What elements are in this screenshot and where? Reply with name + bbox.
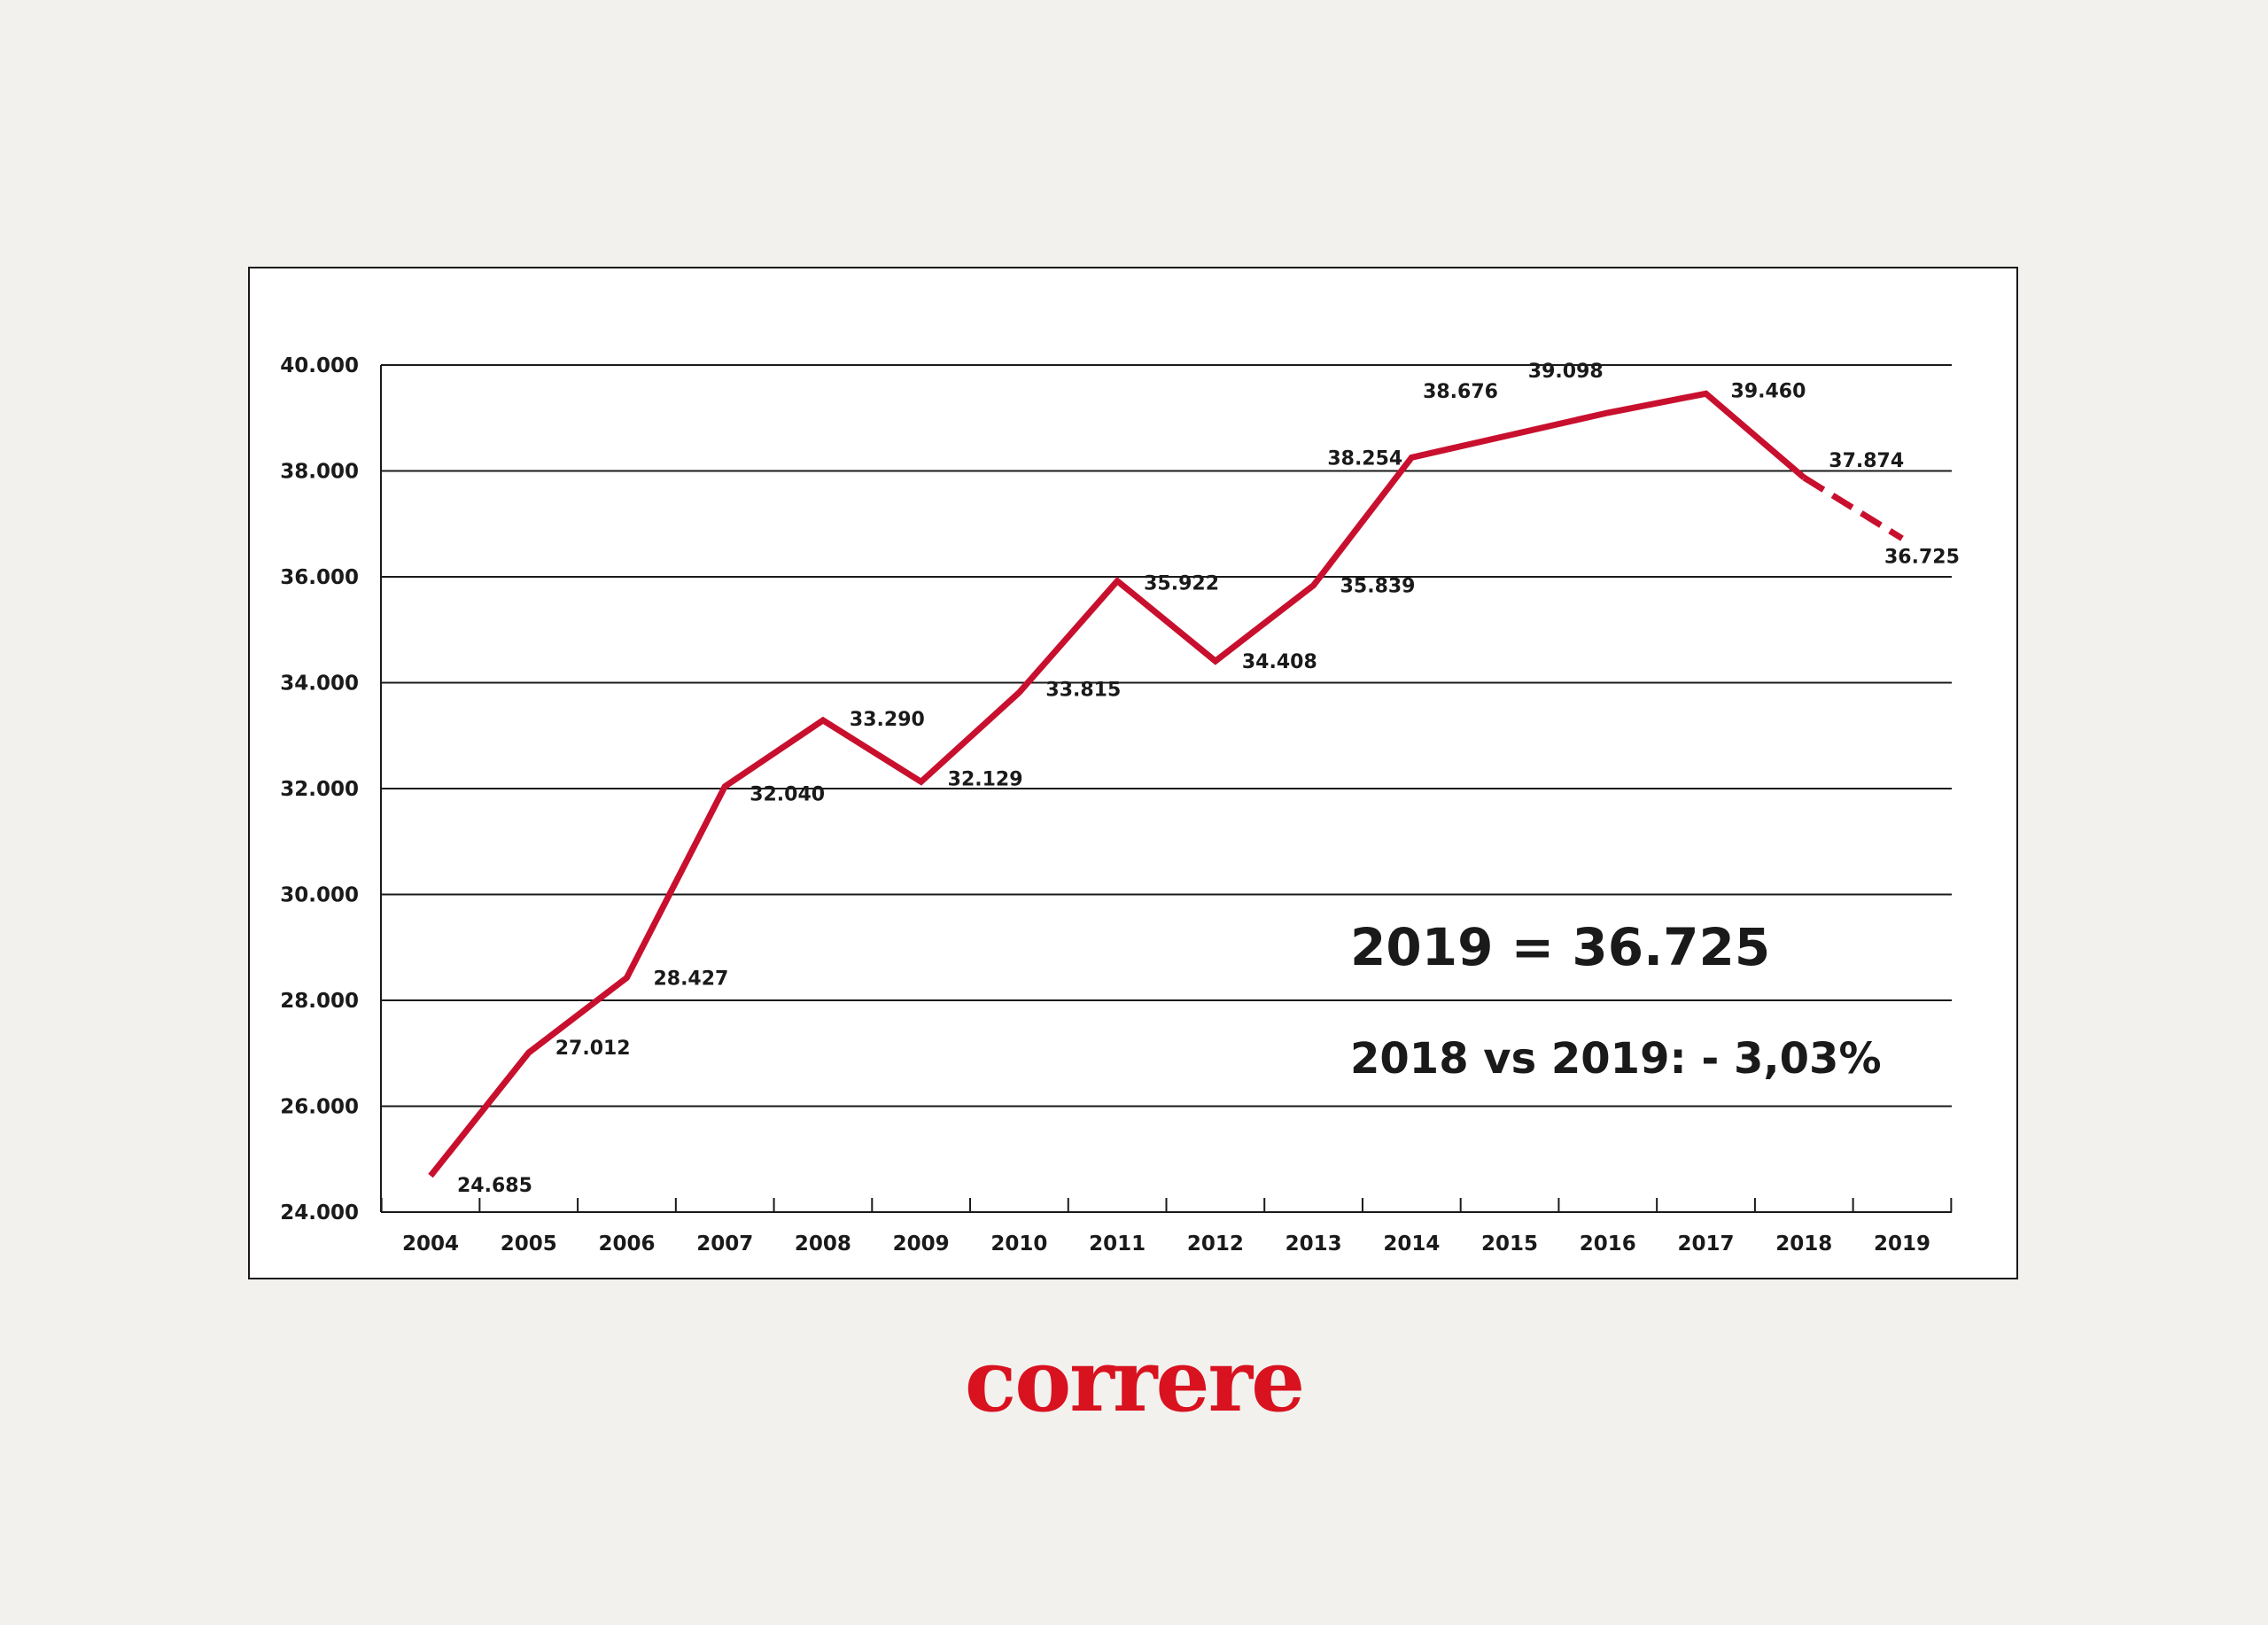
x-tick-label: 2008 bbox=[795, 1232, 851, 1256]
data-labels: 24.685 27.012 28.427 32.040 33.290 32.129 33.8… bbox=[457, 361, 1960, 1197]
axes bbox=[380, 365, 1953, 1212]
data-label: 27.012 bbox=[555, 1038, 631, 1060]
data-label: 35.839 bbox=[1340, 576, 1416, 598]
annotation-sub: 2018 vs 2019: - 3,03% bbox=[1350, 1034, 1882, 1084]
x-tick-label: 2006 bbox=[598, 1232, 655, 1256]
data-label: 39.098 bbox=[1528, 361, 1604, 383]
data-label: 38.254 bbox=[1327, 447, 1402, 470]
data-label: 37.874 bbox=[1829, 450, 1904, 472]
data-label: 33.815 bbox=[1045, 680, 1121, 702]
y-tick-label: 40.000 bbox=[280, 354, 359, 377]
y-tick-label: 26.000 bbox=[280, 1096, 359, 1119]
x-tick-label: 2005 bbox=[501, 1232, 557, 1256]
data-label: 36.725 bbox=[1884, 547, 1960, 569]
y-tick-label: 30.000 bbox=[280, 884, 359, 907]
y-tick-label: 24.000 bbox=[280, 1201, 359, 1225]
data-label: 38.676 bbox=[1423, 381, 1498, 403]
data-label: 34.408 bbox=[1242, 651, 1317, 673]
y-tick-label: 38.000 bbox=[280, 461, 359, 484]
x-tick-label: 2010 bbox=[990, 1232, 1047, 1256]
correre-logo: correre bbox=[965, 1331, 1303, 1431]
x-tick-labels: 2004 2005 2006 2007 2008 2009 2010 2011 2012 2013… bbox=[402, 1232, 1930, 1256]
y-tick-label: 34.000 bbox=[280, 673, 359, 696]
y-tick-label: 32.000 bbox=[280, 778, 359, 801]
data-label: 32.040 bbox=[750, 784, 825, 806]
data-label: 35.922 bbox=[1144, 573, 1219, 595]
gridlines bbox=[381, 364, 1952, 1213]
annotations: 2019 = 36.725 2018 vs 2019: - 3,03% bbox=[1350, 917, 1882, 1084]
x-tick-label: 2016 bbox=[1580, 1232, 1636, 1256]
x-tick-label: 2015 bbox=[1481, 1232, 1538, 1256]
data-label: 39.460 bbox=[1731, 380, 1806, 402]
data-label: 32.129 bbox=[948, 768, 1023, 790]
data-label: 28.427 bbox=[653, 968, 728, 990]
series-line-solid bbox=[428, 390, 1806, 1178]
y-tick-labels: 24.000 26.000 28.000 30.000 32.000 34.000 36.0… bbox=[280, 354, 359, 1225]
x-tick-label: 2013 bbox=[1285, 1232, 1342, 1256]
y-tick-label: 36.000 bbox=[280, 566, 359, 589]
x-tick-label: 2017 bbox=[1678, 1232, 1735, 1256]
x-tick-label: 2018 bbox=[1775, 1232, 1832, 1256]
x-tick-label: 2012 bbox=[1187, 1232, 1244, 1256]
y-tick-label: 28.000 bbox=[280, 990, 359, 1013]
x-tick-label: 2009 bbox=[893, 1232, 950, 1256]
chart-panel bbox=[248, 267, 2018, 1279]
annotation-main: 2019 = 36.725 bbox=[1350, 917, 1770, 977]
x-tick-label: 2011 bbox=[1089, 1232, 1146, 1256]
x-tick-label: 2007 bbox=[696, 1232, 753, 1256]
series-line bbox=[428, 390, 1904, 1178]
data-label: 33.290 bbox=[850, 709, 925, 731]
data-label: 24.685 bbox=[457, 1175, 532, 1197]
series-line-dashed bbox=[1802, 475, 1904, 541]
x-tick-label: 2019 bbox=[1874, 1232, 1930, 1256]
x-tick-label: 2004 bbox=[402, 1232, 459, 1256]
x-tick-label: 2014 bbox=[1383, 1232, 1440, 1256]
